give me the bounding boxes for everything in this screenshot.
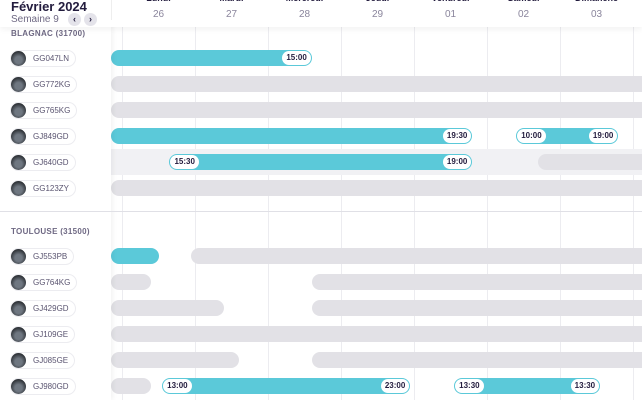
end-time: 19:00 xyxy=(442,155,472,169)
month-title: Février 2024 xyxy=(11,0,87,14)
week-label: Semaine 9 xyxy=(11,14,59,25)
group-divider xyxy=(0,211,642,212)
end-time: 15:00 xyxy=(282,51,311,65)
day-number: 02 xyxy=(517,9,530,20)
vehicle-plate: GG123ZY xyxy=(33,184,70,193)
day-gridline xyxy=(487,27,488,400)
car-thumbnail-icon xyxy=(11,301,26,316)
car-thumbnail-icon xyxy=(11,353,26,368)
start-time: 13:30 xyxy=(455,379,484,393)
unavailable-bar[interactable] xyxy=(111,102,642,118)
vehicle-chip[interactable]: GG047LN xyxy=(10,50,77,67)
day-gridline xyxy=(195,27,196,400)
vehicle-chip[interactable]: GJ640GD xyxy=(10,154,76,171)
vehicle-chip[interactable]: GJ553PB xyxy=(10,248,75,265)
vehicle-chip[interactable]: GG772KG xyxy=(10,76,78,93)
unavailable-bar[interactable] xyxy=(111,76,642,92)
day-gridline xyxy=(560,27,561,400)
reservation-bar[interactable]: 10:00 19:00 xyxy=(516,128,619,144)
unavailable-bar[interactable] xyxy=(311,352,642,368)
unavailable-bar[interactable] xyxy=(111,378,152,394)
vehicle-plate: GJ085GE xyxy=(33,356,69,365)
agency-group-label: BLAGNAC (31700) xyxy=(11,29,86,38)
day-name: Vendredi xyxy=(414,0,487,3)
reservation-bar[interactable]: 15:30 19:00 xyxy=(169,154,473,170)
unavailable-bar[interactable] xyxy=(538,154,642,170)
vehicle-chip[interactable]: GJ429GD xyxy=(10,300,76,317)
vehicle-plate: GG047LN xyxy=(33,54,70,63)
day-name: Dimanche xyxy=(560,0,633,3)
car-thumbnail-icon xyxy=(11,129,26,144)
car-thumbnail-icon xyxy=(11,275,26,290)
day-name: Mardi xyxy=(195,0,268,3)
day-gridline xyxy=(268,27,269,400)
car-thumbnail-icon xyxy=(11,327,26,342)
unavailable-bar[interactable] xyxy=(111,180,642,196)
car-thumbnail-icon xyxy=(11,77,26,92)
vehicle-plate: GG772KG xyxy=(33,80,71,89)
unavailable-bar[interactable] xyxy=(111,352,239,368)
reservation-bar[interactable]: 15:00 xyxy=(111,50,312,66)
unavailable-bar[interactable] xyxy=(311,300,642,316)
vehicle-chip[interactable]: GJ980GD xyxy=(10,378,76,395)
day-name: Jeudi xyxy=(341,0,414,3)
vehicle-chip[interactable]: GG765KG xyxy=(10,102,78,119)
day-number: 26 xyxy=(152,9,165,20)
reservation-bar[interactable]: 19:30 xyxy=(111,128,473,144)
prev-week-button[interactable]: ‹ xyxy=(68,13,81,26)
reservation-bar[interactable] xyxy=(111,248,159,264)
end-time: 19:30 xyxy=(442,129,472,143)
vehicle-plate: GJ109GE xyxy=(33,330,69,339)
vehicle-chip[interactable]: GJ085GE xyxy=(10,352,76,369)
end-time: 23:00 xyxy=(380,379,410,393)
vehicle-plate: GJ640GD xyxy=(33,158,69,167)
vehicle-plate: GG765KG xyxy=(33,106,71,115)
vehicle-plate: GJ980GD xyxy=(33,382,69,391)
reservation-bar[interactable]: 13:30 13:30 xyxy=(454,378,601,394)
unavailable-bar[interactable] xyxy=(111,274,152,290)
car-thumbnail-icon xyxy=(11,155,26,170)
unavailable-bar[interactable] xyxy=(111,300,225,316)
day-gridline xyxy=(341,27,342,400)
car-thumbnail-icon xyxy=(11,379,26,394)
day-gridline xyxy=(414,27,415,400)
unavailable-bar[interactable] xyxy=(311,274,642,290)
day-number: 29 xyxy=(371,9,384,20)
vehicle-chip[interactable]: GG123ZY xyxy=(10,180,77,197)
calendar-header: Février 2024 Semaine 9 ‹ › Lundi 26 Mardi 2… xyxy=(0,0,642,27)
car-thumbnail-icon xyxy=(11,103,26,118)
day-name: Lundi xyxy=(122,0,195,3)
next-week-button[interactable]: › xyxy=(84,13,97,26)
vehicle-plate: GG764KG xyxy=(33,278,71,287)
start-time: 13:00 xyxy=(163,379,192,393)
end-time: 13:30 xyxy=(570,379,600,393)
day-number: 28 xyxy=(298,9,311,20)
day-gridline xyxy=(633,27,634,400)
vehicle-plate: GJ429GD xyxy=(33,304,69,313)
day-number: 01 xyxy=(444,9,457,20)
car-thumbnail-icon xyxy=(11,181,26,196)
day-gridline xyxy=(122,27,123,400)
start-time: 15:30 xyxy=(170,155,199,169)
day-name: Samedi xyxy=(487,0,560,3)
day-name: Mercredi xyxy=(268,0,341,3)
vehicle-chip[interactable]: GJ849GD xyxy=(10,128,76,145)
reservation-bar[interactable]: 13:00 23:00 xyxy=(162,378,411,394)
car-thumbnail-icon xyxy=(11,51,26,66)
day-number: 27 xyxy=(225,9,238,20)
start-time: 10:00 xyxy=(517,129,546,143)
agency-group-label: TOULOUSE (31500) xyxy=(11,227,90,236)
day-number: 03 xyxy=(590,9,603,20)
vehicle-chip[interactable]: GJ109GE xyxy=(10,326,76,343)
end-time: 19:00 xyxy=(588,129,618,143)
unavailable-bar[interactable] xyxy=(191,248,642,264)
vehicle-chip[interactable]: GG764KG xyxy=(10,274,78,291)
header-divider xyxy=(111,0,112,20)
unavailable-bar[interactable] xyxy=(111,326,642,342)
vehicle-plate: GJ553PB xyxy=(33,252,68,261)
car-thumbnail-icon xyxy=(11,249,26,264)
vehicle-plate: GJ849GD xyxy=(33,132,69,141)
